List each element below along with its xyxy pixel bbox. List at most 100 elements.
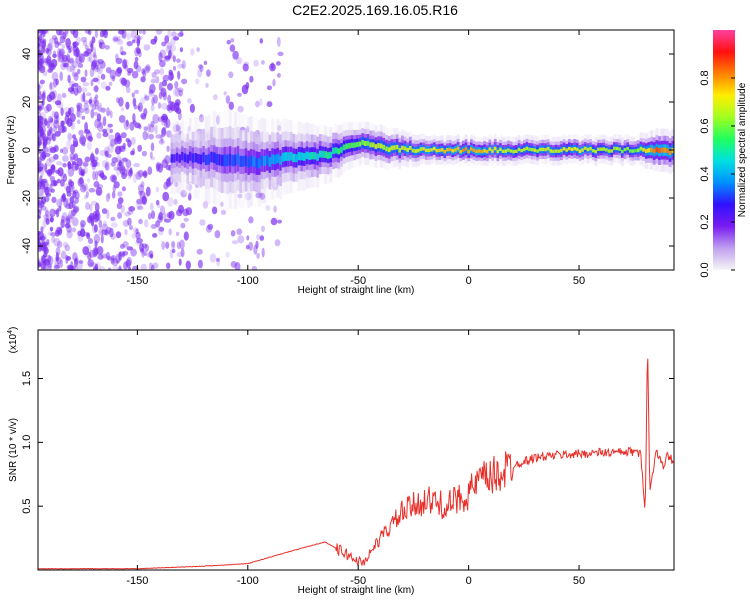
spectrogram-noise-cell <box>180 222 186 229</box>
spectrogram-noise-cell <box>251 266 258 270</box>
spectrogram-noise-cell <box>261 225 265 232</box>
spectrogram-noise-cell <box>81 142 86 147</box>
spectrogram-noise-cell <box>112 35 119 43</box>
spectrogram-ridge-cell <box>318 150 322 158</box>
spectrogram-noise-cell <box>48 37 56 44</box>
spectrogram-noise-cell <box>86 216 92 223</box>
spectrogram-noise-cell <box>40 226 44 233</box>
spectrogram-noise-cell <box>82 82 90 87</box>
spectrogram-noise-cell <box>131 71 139 79</box>
spectrogram-ridge-cell <box>358 141 362 147</box>
spectrogram-cells <box>38 30 674 270</box>
spectrogram-ridge-cell <box>507 148 510 152</box>
spectrogram-noise-cell <box>157 215 163 223</box>
spectrogram-noise-cell <box>55 114 60 124</box>
spectrogram-noise-cell <box>134 34 141 44</box>
spectrogram-noise-cell <box>38 116 44 123</box>
spectrogram-noise-cell <box>139 242 145 252</box>
spectrogram-noise-cell <box>118 160 123 167</box>
spectrogram-noise-cell <box>80 76 87 83</box>
spectrogram-ridge-cell <box>448 147 452 152</box>
spectrogram-noise-cell <box>38 260 41 267</box>
spectrogram-ridge-cell <box>538 147 542 152</box>
spectrogram-noise-cell <box>55 252 59 262</box>
spectrogram-noise-cell <box>225 95 231 104</box>
spectrogram-ridge-cell <box>265 154 269 165</box>
spectrogram-noise-cell <box>94 85 99 93</box>
spectrogram-noise-cell <box>98 39 105 46</box>
spectrogram-noise-cell <box>157 226 164 236</box>
spectrogram-noise-cell <box>65 254 69 264</box>
spectrogram-noise-cell <box>84 107 90 115</box>
spectrogram-noise-cell <box>38 125 43 134</box>
spectrogram-ridge-cell <box>414 149 418 153</box>
spectrogram-noise-cell <box>69 65 75 73</box>
spectrogram-noise-cell <box>168 228 172 236</box>
spectrogram-noise-cell <box>140 96 146 105</box>
spectrogram-noise-cell <box>119 165 126 175</box>
spectrogram-noise-cell <box>66 225 72 233</box>
spectrogram-noise-cell <box>42 181 46 191</box>
spectrogram-noise-cell <box>121 30 127 39</box>
spectrogram-noise-cell <box>77 68 81 75</box>
spectrogram-noise-cell <box>253 245 258 255</box>
spectrogram-ridge-cell <box>350 142 354 148</box>
spectrogram-noise-cell <box>71 71 79 77</box>
spectrogram-noise-cell <box>38 90 42 95</box>
spectrogram-ridge-cell <box>173 154 176 163</box>
spectrogram-noise-cell <box>230 230 236 237</box>
spectrogram-noise-cell <box>130 30 137 39</box>
spectrogram-noise-cell <box>220 209 227 215</box>
spectrogram-noise-cell <box>152 262 159 269</box>
spectrogram-noise-cell <box>67 74 71 84</box>
spectrogram-ridge-cell <box>644 148 648 154</box>
spectrogram-noise-cell <box>159 67 165 76</box>
spectrogram-ridge-cell <box>430 148 433 152</box>
spectrogram-noise-cell <box>138 190 143 196</box>
spectrogram-ridge-cell <box>332 147 335 155</box>
spectrogram-noise-cell <box>125 159 132 169</box>
spectrogram-noise-cell <box>92 247 98 258</box>
spectrogram-noise-cell <box>190 48 195 56</box>
spectrogram-noise-cell <box>41 241 49 247</box>
spectrogram-noise-cell <box>106 110 112 116</box>
spectrogram-ridge-cell <box>438 148 441 153</box>
spectrogram-ridge-cell <box>597 147 600 151</box>
spectrogram-noise-cell <box>169 249 174 259</box>
spectrogram-ridge-cell <box>300 152 304 161</box>
snr-y-ticks: 0.5 1.0 1.5 <box>21 371 674 514</box>
spectrogram-noise-cell <box>55 255 60 262</box>
spectrogram-noise-cell <box>93 233 101 244</box>
spectrogram-noise-cell <box>155 220 161 228</box>
spectrogram-noise-cell <box>72 161 76 166</box>
spectrogram-noise-cell <box>53 154 59 160</box>
spectrogram-noise-cell <box>120 107 125 112</box>
spectrogram-noise-cell <box>47 43 52 52</box>
spectrogram-noise-cell <box>158 212 164 221</box>
spectrogram-noise-cell <box>38 34 43 42</box>
spectrogram-ridge-cell <box>223 154 227 166</box>
spectrogram-noise-cell <box>255 240 259 249</box>
spectrogram-ridge-cell <box>289 152 293 161</box>
spectrogram-noise-cell <box>42 91 46 99</box>
spectrogram-ridge-cell <box>565 148 569 152</box>
spectrogram-ridge-cell <box>546 147 550 151</box>
spectrogram-noise-cell <box>88 188 96 193</box>
spectrogram-noise-cell <box>97 58 104 65</box>
spectrogram-noise-cell <box>71 227 77 233</box>
spectrogram-noise-cell <box>236 57 243 65</box>
spectrogram-noise-cell <box>155 199 160 206</box>
spectrogram-noise-cell <box>44 58 51 64</box>
spectrogram-noise-cell <box>40 255 45 263</box>
spectrogram-noise-cell <box>58 226 63 235</box>
spectrogram-noise-cell <box>173 36 180 41</box>
y-tick-label: 0.5 <box>21 499 33 514</box>
spectrogram-noise-cell <box>57 167 64 177</box>
spectrogram-noise-cell <box>67 161 72 170</box>
spectrogram-noise-cell <box>73 82 79 87</box>
spectrogram-ridge-cell <box>666 148 669 153</box>
spectrogram-noise-cell <box>90 108 95 119</box>
colorbar: 0.0 0.2 0.4 0.6 0.8 Normalized spectral ampl… <box>699 30 748 278</box>
spectrogram-ridge-cell <box>353 142 357 148</box>
